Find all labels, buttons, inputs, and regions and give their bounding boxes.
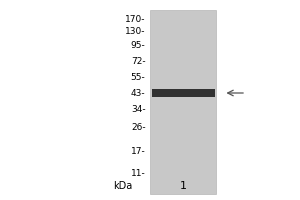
Text: 11-: 11-: [131, 168, 146, 178]
Text: 34-: 34-: [131, 105, 146, 114]
Text: 72-: 72-: [131, 56, 146, 66]
Bar: [152, 89, 214, 97]
Text: 1: 1: [179, 0, 187, 2]
Text: 55-: 55-: [131, 72, 146, 82]
Text: kDa: kDa: [113, 181, 132, 191]
Text: 130-: 130-: [125, 26, 146, 36]
Text: 170-: 170-: [125, 15, 146, 23]
Text: 17-: 17-: [131, 148, 146, 156]
Text: 26-: 26-: [131, 122, 146, 132]
Text: 1: 1: [179, 181, 187, 191]
Bar: [150, 10, 216, 194]
Text: 95-: 95-: [131, 42, 146, 50]
Text: 43-: 43-: [131, 88, 146, 98]
